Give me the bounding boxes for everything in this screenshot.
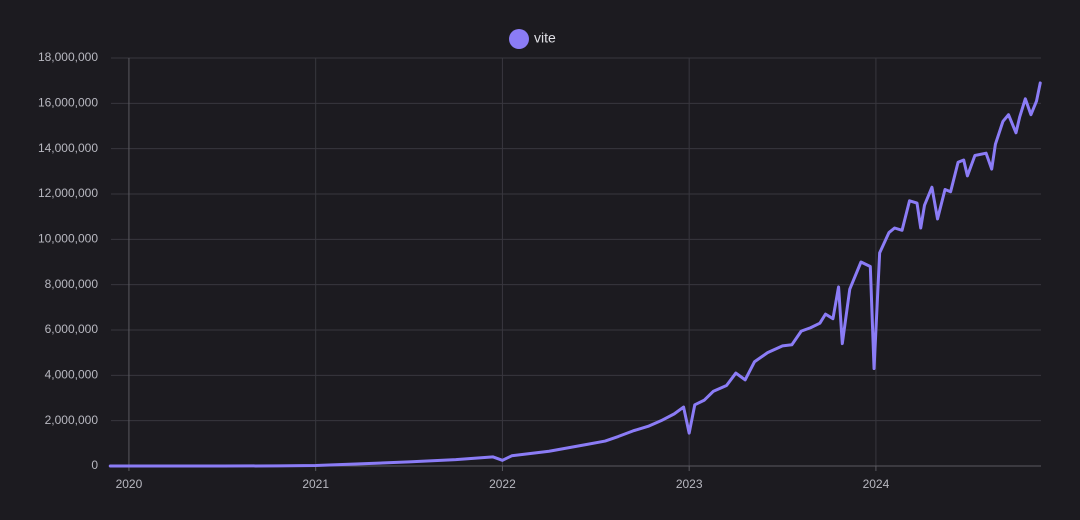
y-tick-label: 6,000,000 xyxy=(45,322,99,336)
x-tick-label: 2024 xyxy=(863,477,890,491)
y-tick-label: 2,000,000 xyxy=(45,413,99,427)
y-tick-label: 8,000,000 xyxy=(45,277,99,291)
x-tick-label: 2021 xyxy=(302,477,329,491)
x-tick-label: 2023 xyxy=(676,477,703,491)
y-tick-label: 10,000,000 xyxy=(38,232,98,246)
legend-swatch xyxy=(509,29,529,49)
y-tick-label: 16,000,000 xyxy=(38,96,98,110)
y-tick-label: 4,000,000 xyxy=(45,368,99,382)
y-tick-label: 14,000,000 xyxy=(38,141,98,155)
x-tick-label: 2020 xyxy=(116,477,143,491)
legend-text: vite xyxy=(534,30,556,46)
x-tick-label: 2022 xyxy=(489,477,516,491)
y-tick-label: 0 xyxy=(91,458,98,472)
y-tick-label: 18,000,000 xyxy=(38,50,98,64)
y-tick-label: 12,000,000 xyxy=(38,186,98,200)
line xyxy=(108,81,1042,468)
